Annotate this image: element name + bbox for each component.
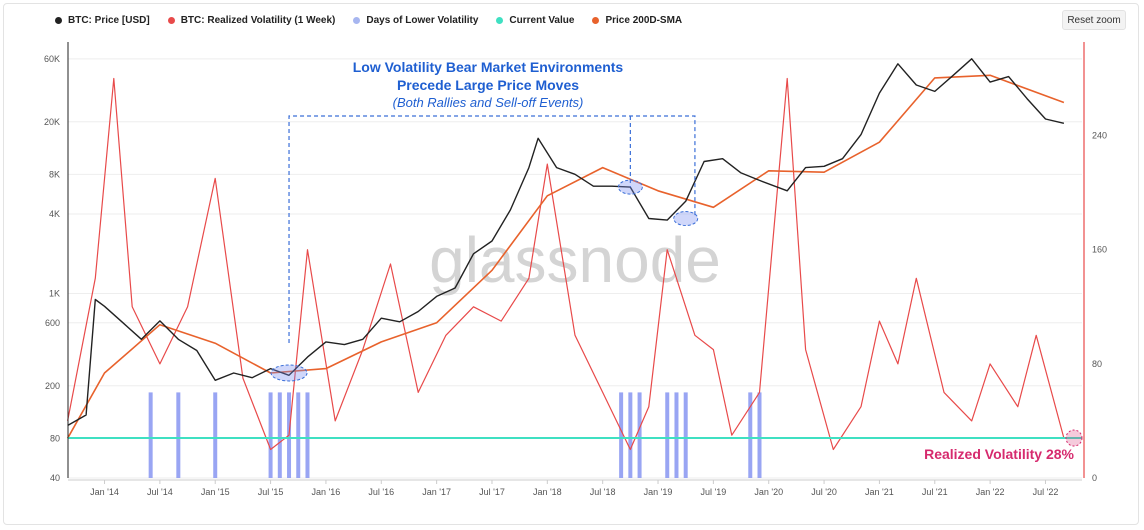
left-tick-label: 60K	[44, 54, 60, 64]
left-tick-label: 20K	[44, 117, 60, 127]
low-volatility-bar	[637, 392, 642, 478]
left-tick-label: 4K	[49, 209, 60, 219]
x-tick-label: Jan '16	[312, 487, 341, 497]
highlight-ellipse	[673, 211, 699, 227]
watermark: glassnode	[429, 224, 721, 296]
legend-item[interactable]: BTC: Price [USD]	[55, 15, 150, 26]
x-tick-label: Jul '18	[590, 487, 616, 497]
legend-label: Days of Lower Volatility	[366, 15, 479, 26]
x-tick-label: Jan '15	[201, 487, 230, 497]
price-line	[67, 58, 1065, 427]
right-tick-label: 160	[1092, 245, 1107, 255]
x-axis: Jan '14 Jul '14 Jan '15 Jul '15 Jan '16 Jul '…	[68, 479, 1082, 497]
left-tick-label: 40	[50, 473, 60, 483]
x-tick-label: Jul '15	[258, 487, 284, 497]
price-series	[67, 58, 1065, 427]
left-tick-label: 80	[50, 433, 60, 443]
left-tick-label: 200	[45, 381, 60, 391]
legend-item[interactable]: BTC: Realized Volatility (1 Week)	[167, 15, 336, 26]
legend-item[interactable]: Price 200D-SMA	[592, 15, 682, 26]
right-axis: 0 80 160 240	[1083, 42, 1107, 483]
low-volatility-bar	[619, 392, 624, 478]
annotation-title-line2: Precede Large Price Moves	[397, 77, 579, 93]
x-tick-label: Jan '21	[865, 487, 894, 497]
right-tick-label: 0	[1092, 473, 1097, 483]
x-tick-label: Jan '20	[754, 487, 783, 497]
legend-dot-icon	[496, 17, 504, 24]
x-tick-label: Jul '19	[701, 487, 727, 497]
left-axis: 40 80 200 600 1K 4K 8K 20K 60K	[44, 42, 69, 483]
annotations	[270, 115, 1083, 447]
x-tick-label: Jan '19	[644, 487, 673, 497]
x-tick-label: Jul '17	[479, 487, 505, 497]
right-tick-label: 80	[1092, 359, 1102, 369]
sma-series	[66, 74, 1065, 439]
realized-volatility-series	[67, 77, 1065, 451]
low-volatility-bars	[148, 392, 762, 478]
legend-label: BTC: Price [USD]	[68, 15, 150, 26]
legend: BTC: Price [USD] BTC: Realized Volatility…	[55, 15, 700, 26]
x-tick-label: Jul '16	[368, 487, 394, 497]
low-volatility-bar	[277, 392, 282, 478]
low-volatility-bar	[305, 392, 310, 478]
legend-item[interactable]: Current Value	[496, 15, 574, 26]
sma-line	[66, 74, 1065, 439]
current-value-marker	[1065, 429, 1083, 447]
legend-dot-icon	[55, 17, 62, 24]
x-tick-label: Jan '14	[90, 487, 119, 497]
low-volatility-bar	[213, 392, 218, 478]
x-tick-label: Jan '17	[422, 487, 451, 497]
reset-zoom-button[interactable]: Reset zoom	[1062, 10, 1126, 30]
low-volatility-bar	[683, 392, 688, 478]
x-tick-label: Jan '18	[533, 487, 562, 497]
realized-volatility-line	[67, 77, 1065, 451]
highlight-ellipse	[270, 364, 308, 382]
low-volatility-bar	[176, 392, 181, 478]
annotation-title-line1: Low Volatility Bear Market Environments	[353, 59, 624, 75]
legend-dot-icon	[353, 17, 361, 24]
legend-item[interactable]: Days of Lower Volatility	[353, 15, 478, 26]
low-volatility-bar	[665, 392, 670, 478]
low-volatility-bar	[628, 392, 633, 478]
annotation-box	[288, 115, 696, 343]
left-tick-label: 600	[45, 318, 60, 328]
low-volatility-bar	[296, 392, 301, 478]
legend-label: Price 200D-SMA	[605, 15, 683, 26]
legend-label: BTC: Realized Volatility (1 Week)	[180, 15, 336, 26]
x-tick-label: Jul '22	[1033, 487, 1059, 497]
low-volatility-bar	[674, 392, 679, 478]
low-volatility-bar	[757, 392, 762, 478]
legend-dot-icon	[592, 17, 600, 24]
left-tick-label: 1K	[49, 289, 60, 299]
x-tick-label: Jul '14	[147, 487, 173, 497]
low-volatility-bar	[148, 392, 153, 478]
low-volatility-bar	[748, 392, 753, 478]
x-tick-label: Jan '22	[976, 487, 1005, 497]
left-tick-label: 8K	[49, 169, 60, 179]
legend-label: Current Value	[509, 15, 575, 26]
highlight-ellipse	[617, 179, 643, 195]
realized-volatility-label: Realized Volatility 28%	[924, 446, 1074, 462]
right-tick-label: 240	[1092, 131, 1107, 141]
low-volatility-bar	[268, 392, 273, 478]
annotation-subtitle: (Both Rallies and Sell-off Events)	[393, 95, 584, 110]
x-tick-label: Jul '20	[811, 487, 837, 497]
legend-dot-icon	[167, 17, 175, 24]
x-tick-label: Jul '21	[922, 487, 948, 497]
